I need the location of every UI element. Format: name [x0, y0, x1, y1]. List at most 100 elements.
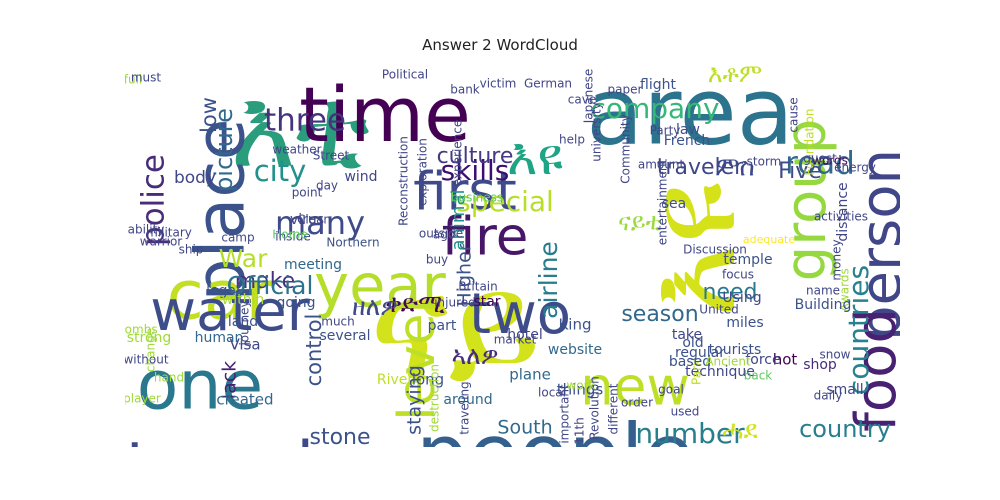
word-18: new: [580, 357, 690, 418]
word-154: traveling: [458, 381, 472, 434]
word-26: road: [785, 146, 855, 182]
word-148: Bombs: [125, 323, 158, 337]
word-116: amount: [638, 158, 685, 172]
word-60: hot: [773, 351, 798, 369]
word-142: military: [146, 226, 192, 240]
word-117: flight: [640, 77, 676, 93]
word-48: እቶም: [708, 60, 763, 88]
word-82: much: [321, 315, 355, 329]
word-6: place: [182, 119, 261, 302]
word-91: old: [682, 335, 703, 351]
word-23: city: [254, 154, 307, 188]
word-113: sea: [662, 196, 687, 212]
word-126: business: [451, 191, 503, 205]
word-101: Using: [722, 290, 761, 306]
word-57: staying: [404, 365, 426, 435]
word-108: words: [812, 154, 848, 168]
word-7: car: [166, 257, 273, 336]
word-104: Discussion: [683, 243, 747, 257]
word-89: Park: [690, 359, 704, 385]
word-130: bank: [450, 83, 480, 97]
word-83: several: [319, 328, 370, 344]
word-164: daily: [814, 389, 843, 403]
word-63: small: [826, 382, 863, 398]
word-147: must: [131, 71, 162, 85]
word-158: different: [607, 383, 621, 434]
word-40: need: [703, 280, 758, 305]
word-155: important: [558, 384, 572, 444]
word-45: ዘለዎ: [352, 292, 398, 321]
word-0: ናይ: [369, 241, 541, 415]
word-144: ship: [179, 243, 204, 257]
word-49: ሓደ: [722, 416, 757, 446]
word-173: Community: [619, 114, 633, 183]
word-80: land: [228, 314, 258, 330]
word-85: part: [428, 318, 457, 334]
word-58: body: [174, 168, 216, 188]
word-88: River: [377, 372, 414, 388]
word-105: activities: [814, 210, 868, 224]
word-17: first: [413, 162, 517, 223]
word-44: ቀድሚ: [385, 289, 445, 318]
word-68: website: [548, 342, 602, 358]
word-102: temple: [723, 252, 772, 268]
word-1: እዩ: [620, 182, 764, 318]
word-166: United: [699, 303, 738, 317]
word-110: Foundation: [803, 109, 817, 176]
word-135: point: [292, 186, 323, 200]
word-35: stone: [309, 425, 370, 447]
word-21: እዩ: [507, 128, 563, 187]
word-114: French: [664, 133, 711, 149]
word-74: strong: [127, 330, 172, 346]
word-174: entertainment: [656, 159, 670, 246]
word-69: hotel: [507, 327, 542, 343]
word-27: police: [136, 154, 172, 246]
word-172: Japanese: [582, 69, 596, 125]
word-3: area: [586, 60, 793, 165]
word-125: buy: [426, 253, 448, 267]
word-78: Northern: [326, 236, 379, 250]
word-16: fire: [442, 207, 529, 268]
word-65: long: [412, 371, 444, 389]
word-100: miles: [726, 315, 763, 331]
word-2: እቲ: [230, 63, 369, 191]
word-171: local: [538, 386, 566, 400]
word-153: destruction: [428, 364, 442, 432]
word-55: Higher: [454, 243, 476, 306]
word-111: guest: [803, 152, 837, 166]
word-84: injured: [434, 296, 476, 310]
word-36: make: [235, 269, 295, 294]
word-14: person: [849, 149, 900, 341]
word-139: Clean: [297, 213, 331, 227]
word-15: food: [844, 308, 900, 432]
word-152: player: [125, 392, 161, 406]
word-151: hand: [154, 371, 184, 385]
word-39: airline: [534, 241, 563, 319]
word-54: low: [197, 97, 221, 133]
word-133: Street: [313, 149, 350, 163]
word-28: skills: [441, 154, 510, 187]
word-51: South: [497, 417, 552, 439]
word-56: animal: [448, 189, 469, 250]
word-30: culture: [437, 144, 514, 169]
word-98: Building: [795, 297, 852, 313]
word-97: Awards: [838, 268, 852, 311]
word-38: War: [219, 244, 268, 273]
word-62: shop: [803, 357, 837, 373]
word-106: distance: [835, 182, 851, 241]
word-42: traveler: [657, 155, 744, 180]
word-76: within: [222, 292, 264, 308]
word-138: inside: [275, 230, 311, 244]
word-107: energy: [834, 161, 876, 175]
word-134: wind: [344, 169, 377, 185]
word-59: Visa: [229, 336, 260, 354]
word-143: warrior: [140, 235, 183, 249]
word-4: time: [299, 70, 471, 159]
word-94: back: [744, 369, 773, 383]
word-87: around: [443, 392, 492, 408]
word-132: weather: [272, 143, 321, 157]
word-156: Revolution: [588, 376, 602, 440]
word-52: control: [302, 314, 326, 387]
word-169: Britain: [458, 280, 498, 294]
